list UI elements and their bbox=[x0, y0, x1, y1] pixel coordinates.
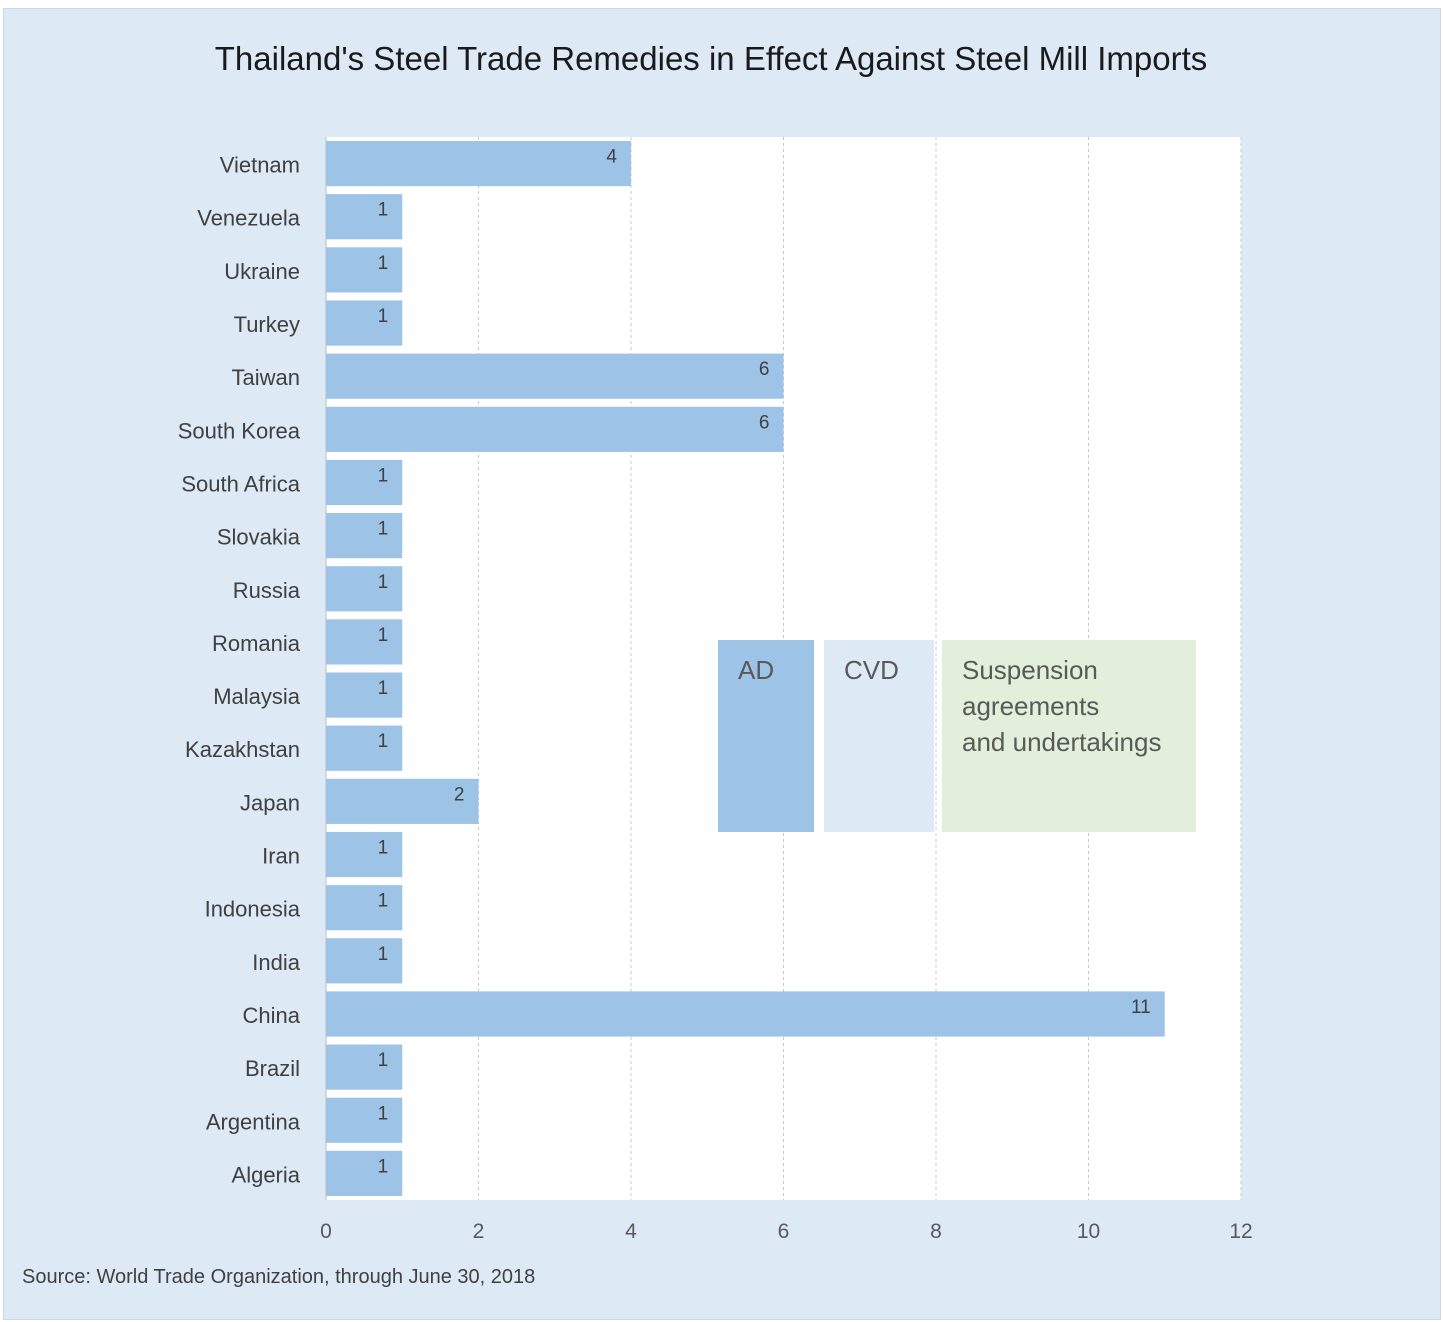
x-tick-label: 0 bbox=[320, 1220, 332, 1243]
category-label: Vietnam bbox=[220, 153, 300, 178]
data-label: 1 bbox=[378, 1103, 389, 1124]
x-tick-label: 8 bbox=[930, 1220, 942, 1243]
category-label: Iran bbox=[262, 844, 300, 869]
data-label: 1 bbox=[378, 944, 389, 965]
bar bbox=[326, 247, 403, 293]
data-label: 1 bbox=[378, 572, 389, 593]
bar bbox=[326, 778, 479, 824]
data-label: 1 bbox=[378, 1050, 389, 1071]
category-label: India bbox=[252, 950, 300, 975]
legend-label: Suspension bbox=[962, 655, 1098, 685]
category-label: South Korea bbox=[178, 418, 301, 443]
legend-swatch bbox=[718, 640, 814, 832]
data-label: 1 bbox=[378, 731, 389, 752]
data-label: 1 bbox=[378, 678, 389, 699]
bar bbox=[326, 353, 784, 399]
category-label: Taiwan bbox=[232, 365, 300, 390]
data-label: 1 bbox=[378, 625, 389, 646]
bar bbox=[326, 513, 403, 559]
category-label: Kazakhstan bbox=[185, 737, 300, 762]
category-label: Indonesia bbox=[205, 897, 301, 922]
category-label: Algeria bbox=[232, 1162, 301, 1187]
legend-label: and undertakings bbox=[962, 727, 1161, 757]
data-label: 1 bbox=[378, 838, 389, 859]
bar bbox=[326, 1097, 403, 1143]
legend-swatch bbox=[942, 640, 1196, 832]
data-label: 11 bbox=[1131, 997, 1151, 1018]
data-label: 1 bbox=[378, 306, 389, 327]
legend-label: agreements bbox=[962, 691, 1099, 721]
category-label: Turkey bbox=[234, 312, 300, 337]
chart-title: Thailand's Steel Trade Remedies in Effec… bbox=[214, 40, 1208, 77]
legend-label: CVD bbox=[844, 655, 899, 685]
bar bbox=[326, 1044, 403, 1090]
bar bbox=[326, 1150, 403, 1197]
bar bbox=[326, 619, 403, 665]
category-label: Venezuela bbox=[197, 206, 301, 231]
data-label: 4 bbox=[606, 147, 617, 168]
category-label: Russia bbox=[233, 578, 301, 603]
category-label: Japan bbox=[240, 790, 300, 815]
data-label: 1 bbox=[378, 200, 389, 221]
data-label: 1 bbox=[378, 465, 389, 486]
bar bbox=[326, 194, 403, 240]
legend-label: AD bbox=[738, 655, 774, 685]
bar bbox=[326, 831, 403, 878]
x-tick-label: 12 bbox=[1229, 1220, 1252, 1243]
x-tick-label: 6 bbox=[778, 1220, 790, 1243]
bar bbox=[326, 672, 403, 718]
category-label: Argentina bbox=[206, 1109, 301, 1134]
bar bbox=[326, 938, 403, 984]
bar bbox=[326, 885, 403, 931]
data-label: 1 bbox=[378, 253, 389, 274]
x-tick-label: 2 bbox=[473, 1220, 485, 1243]
data-label: 1 bbox=[378, 519, 389, 540]
source-note: Source: World Trade Organization, throug… bbox=[22, 1266, 536, 1288]
bar bbox=[326, 991, 1165, 1037]
data-label: 1 bbox=[378, 1156, 389, 1177]
data-label: 6 bbox=[759, 359, 770, 380]
category-label: Malaysia bbox=[213, 684, 301, 709]
data-label: 6 bbox=[759, 412, 770, 433]
bar bbox=[326, 300, 403, 346]
bar bbox=[326, 140, 631, 187]
data-label: 1 bbox=[378, 891, 389, 912]
category-label: Ukraine bbox=[224, 259, 300, 284]
bar bbox=[326, 566, 403, 612]
category-label: Slovakia bbox=[217, 525, 301, 550]
bar bbox=[326, 459, 403, 506]
category-label: South Africa bbox=[181, 471, 300, 496]
legend-swatch bbox=[824, 640, 934, 832]
category-label: China bbox=[243, 1003, 301, 1028]
bar bbox=[326, 406, 784, 452]
x-tick-label: 4 bbox=[625, 1220, 637, 1243]
category-label: Brazil bbox=[245, 1056, 300, 1081]
bar bbox=[326, 725, 403, 771]
data-label: 2 bbox=[454, 784, 465, 805]
category-label: Romania bbox=[212, 631, 301, 656]
x-tick-label: 10 bbox=[1077, 1220, 1100, 1243]
